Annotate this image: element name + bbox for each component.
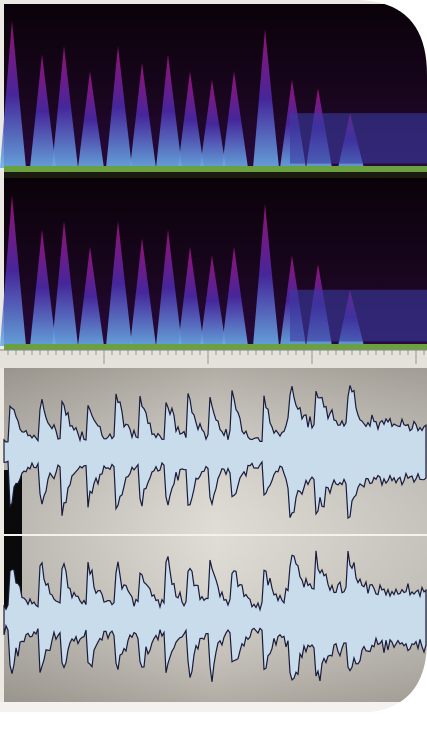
low-band [4, 166, 427, 172]
spectrogram-bottom [0, 178, 427, 350]
spectral-band [290, 113, 427, 163]
waveform-view [4, 368, 427, 702]
status-strip [0, 702, 427, 733]
page: (() => { const svg = document.getElement… [0, 0, 427, 733]
spectral-band [290, 290, 427, 342]
audio-editor-screenshot [0, 0, 427, 733]
time-ruler [0, 350, 427, 368]
low-band [4, 344, 427, 350]
spectrogram-top [0, 4, 427, 172]
editor-frame [0, 0, 427, 733]
channel-divider [4, 172, 427, 178]
